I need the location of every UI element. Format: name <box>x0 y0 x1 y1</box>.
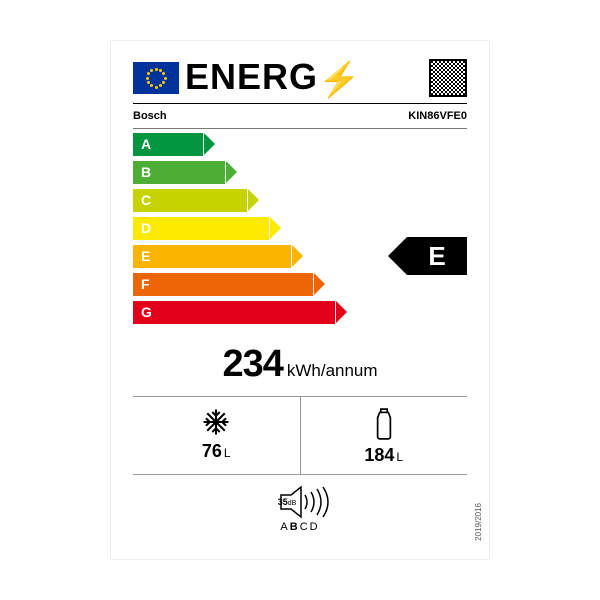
scale-row-g: G <box>133 301 335 324</box>
consumption-value: 234 <box>222 343 282 385</box>
freezer-value: 76 <box>202 441 222 461</box>
scale-letter: C <box>141 192 151 208</box>
header: ENERG⚡ <box>133 59 467 97</box>
fridge-compartment: 184L <box>300 397 468 474</box>
brand-row: Bosch KIN86VFE0 <box>133 108 467 126</box>
noise-class-a: A <box>280 521 289 533</box>
freezer-unit: L <box>224 446 231 460</box>
efficiency-scale: ABCDEFGE <box>133 133 467 329</box>
regulation-number: 2019/2016 <box>474 503 483 541</box>
energ-text: ENERG <box>185 56 318 97</box>
freezer-compartment: 76L <box>133 397 300 474</box>
noise-row: 35dB ABCD <box>133 475 467 533</box>
fridge-unit: L <box>396 450 403 464</box>
scale-row-d: D <box>133 217 269 240</box>
snowflake-icon <box>201 407 231 437</box>
energy-label: ENERG⚡ Bosch KIN86VFE0 ABCDEFGE 234kWh/a… <box>110 40 490 560</box>
brand-name: Bosch <box>133 110 167 122</box>
consumption-row: 234 kWh/annum <box>133 337 467 396</box>
scale-letter: A <box>141 136 151 152</box>
scale-letter: B <box>141 164 151 180</box>
fridge-volume: 184L <box>301 445 468 466</box>
eu-flag-icon <box>133 62 179 94</box>
svg-text:35dB: 35dB <box>278 497 297 507</box>
noise-class-d: D <box>310 521 320 533</box>
qr-code-icon <box>429 59 467 97</box>
speaker-icon: 35dB <box>255 485 345 519</box>
consumption-unit: kWh/annum <box>287 361 378 380</box>
noise-classes: ABCD <box>133 521 467 533</box>
scale-letter: E <box>141 248 150 264</box>
freezer-volume: 76L <box>133 441 300 462</box>
fridge-value: 184 <box>364 445 394 465</box>
scale-row-c: C <box>133 189 247 212</box>
scale-row-b: B <box>133 161 225 184</box>
scale-row-f: F <box>133 273 313 296</box>
noise-class-b: B <box>290 521 300 533</box>
model-number: KIN86VFE0 <box>408 110 467 122</box>
divider <box>133 103 467 104</box>
bottle-icon <box>373 407 395 441</box>
energ-wordmark: ENERG⚡ <box>185 59 423 97</box>
scale-letter: G <box>141 304 152 320</box>
scale-row-e: E <box>133 245 291 268</box>
scale-letter: D <box>141 220 151 236</box>
bolt-icon: ⚡ <box>318 63 361 97</box>
scale-letter: F <box>141 276 150 292</box>
compartments-row: 76L 184L <box>133 396 467 475</box>
scale-row-a: A <box>133 133 203 156</box>
noise-class-c: C <box>300 521 310 533</box>
rating-arrow: E <box>407 237 467 275</box>
rating-letter: E <box>428 241 445 272</box>
divider <box>133 128 467 129</box>
